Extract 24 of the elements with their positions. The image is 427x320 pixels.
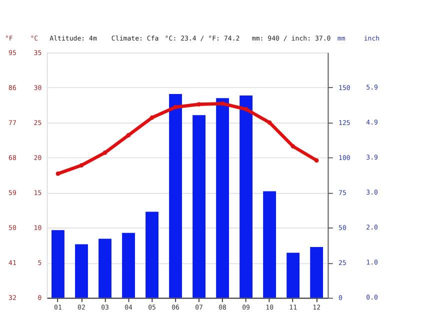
point	[196, 102, 202, 107]
bar	[122, 232, 135, 298]
point	[267, 120, 272, 125]
bar	[310, 247, 324, 298]
bar	[98, 238, 112, 298]
bar	[216, 98, 230, 298]
bar	[146, 212, 158, 298]
point	[314, 158, 319, 163]
point	[290, 144, 296, 149]
bar	[240, 95, 253, 298]
point	[244, 107, 248, 112]
point	[102, 150, 108, 155]
point	[56, 172, 60, 176]
bar	[52, 230, 64, 298]
bar	[75, 244, 88, 298]
point	[79, 163, 84, 168]
point	[126, 132, 131, 138]
point	[220, 101, 225, 106]
point	[150, 115, 154, 120]
point	[173, 104, 178, 110]
bar	[169, 94, 182, 298]
bar	[192, 115, 206, 298]
bar	[286, 252, 300, 298]
bar	[263, 191, 276, 298]
